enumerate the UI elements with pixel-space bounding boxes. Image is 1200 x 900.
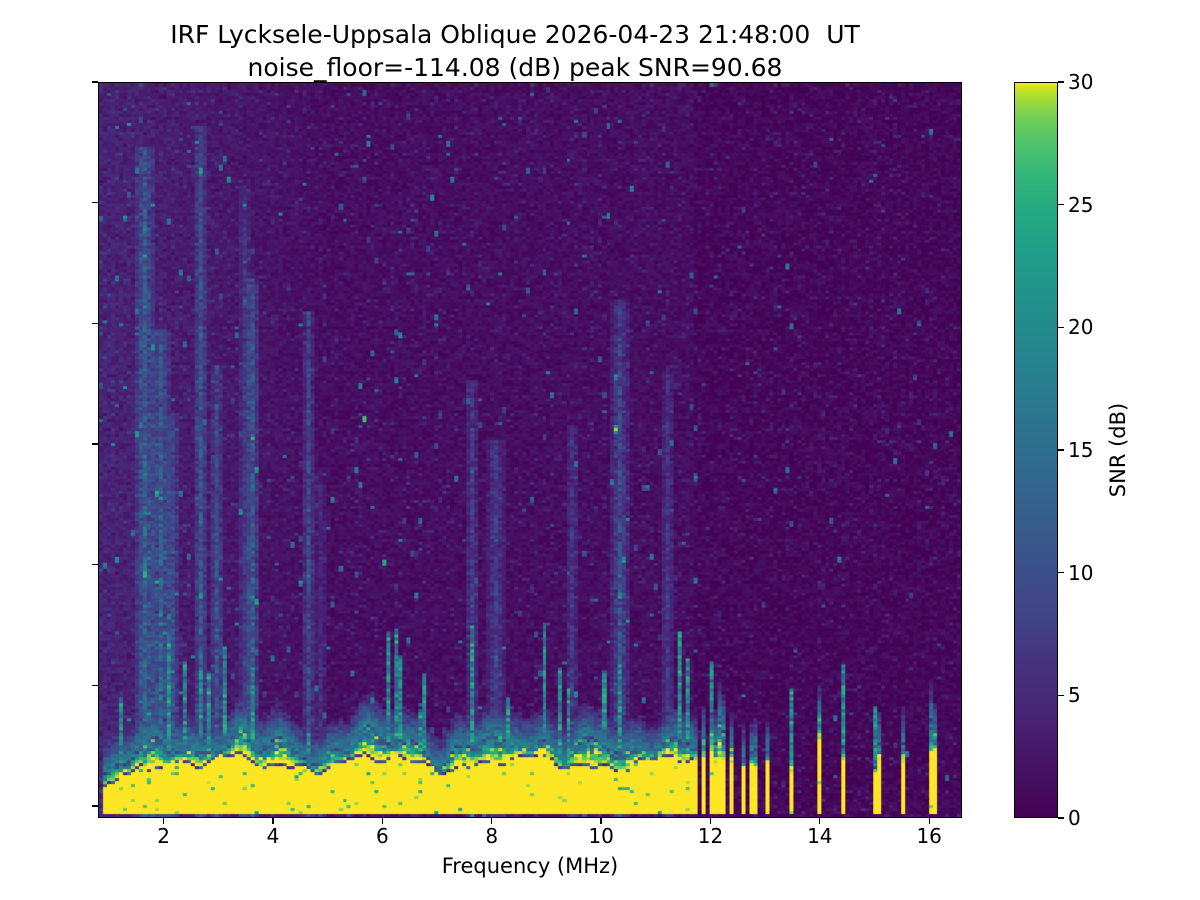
colorbar-tick-label: 30 bbox=[1068, 70, 1094, 94]
colorbar-tick-label: 25 bbox=[1068, 192, 1094, 217]
colorbar-tick-mark bbox=[1058, 81, 1064, 83]
colorbar-tick-mark bbox=[1058, 572, 1064, 574]
x-tick-mark bbox=[491, 818, 493, 824]
y-tick-mark bbox=[92, 202, 98, 204]
x-tick-mark bbox=[709, 818, 712, 824]
colorbar-tick-mark bbox=[1058, 204, 1064, 206]
y-tick-mark bbox=[92, 684, 98, 686]
x-tick-label: 6 bbox=[375, 824, 389, 848]
colorbar-tick-label: 15 bbox=[1068, 438, 1094, 462]
colorbar-tick-label: 0 bbox=[1068, 806, 1081, 830]
ionogram-axes[interactable] bbox=[98, 82, 962, 818]
x-tick-label: 10 bbox=[588, 824, 614, 848]
x-tick-mark bbox=[819, 818, 821, 824]
colorbar-tick-mark bbox=[1058, 326, 1064, 328]
x-tick-label: 4 bbox=[266, 824, 280, 848]
ionogram-heatmap bbox=[99, 83, 961, 817]
x-tick-label: 2 bbox=[157, 824, 170, 848]
title-line-2: noise_floor=-114.08 (dB) peak SNR=90.68 bbox=[247, 53, 783, 82]
colorbar-gradient[interactable] bbox=[1014, 82, 1058, 818]
y-tick-mark bbox=[92, 81, 98, 83]
colorbar-tick-label: 5 bbox=[1068, 683, 1081, 708]
x-tick-label: 12 bbox=[697, 824, 724, 848]
x-tick-label: 16 bbox=[916, 824, 942, 848]
y-tick-mark bbox=[92, 564, 98, 566]
x-tick-mark bbox=[600, 818, 602, 824]
colorbar-tick-mark bbox=[1058, 694, 1064, 696]
colorbar-tick-mark bbox=[1058, 817, 1064, 819]
colorbar-label: SNR (dB) bbox=[1106, 402, 1130, 498]
x-tick-mark bbox=[163, 818, 165, 824]
x-tick-mark bbox=[381, 818, 383, 824]
colorbar-tick-label: 20 bbox=[1068, 315, 1094, 340]
x-tick-mark bbox=[928, 818, 930, 824]
colorbar-tick-mark bbox=[1058, 449, 1064, 451]
colorbar-tick-label: 10 bbox=[1068, 560, 1094, 585]
plot-title: IRF Lycksele-Uppsala Oblique 2026-04-23 … bbox=[0, 18, 1030, 84]
x-tick-mark bbox=[272, 818, 274, 824]
y-tick-mark bbox=[92, 443, 98, 445]
y-tick-mark bbox=[92, 805, 98, 807]
x-axis-label: Frequency (MHz) bbox=[441, 854, 619, 878]
x-tick-label: 14 bbox=[807, 824, 833, 848]
title-line-1: IRF Lycksele-Uppsala Oblique 2026-04-23 … bbox=[170, 20, 860, 49]
x-tick-label: 8 bbox=[485, 824, 499, 848]
y-tick-mark bbox=[92, 322, 98, 324]
